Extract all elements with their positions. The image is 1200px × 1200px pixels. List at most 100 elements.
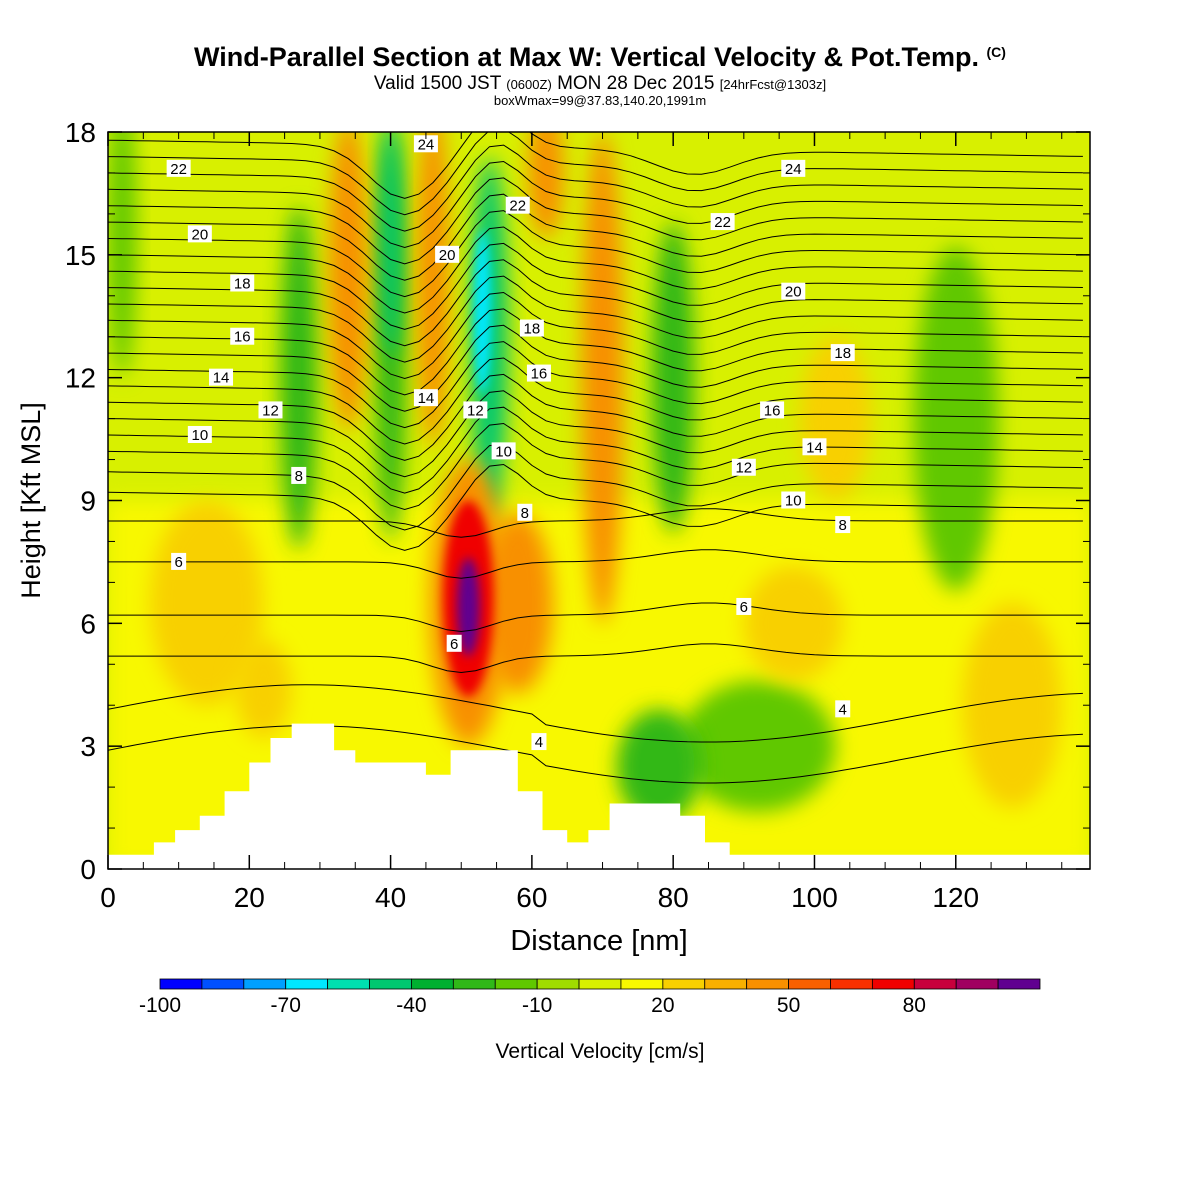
theta-label-text: 8	[521, 505, 529, 522]
plot-area: 22 20 18 16 14 12 10 8 6 24 22 20 18 16 14 12 10 8 6 4 24 22 2…	[108, 132, 1090, 869]
theta-contour	[108, 308, 1083, 396]
colorbar-swatch	[285, 978, 329, 990]
theta-label-bg	[731, 458, 756, 476]
theta-contour	[108, 549, 1083, 579]
colorbar-swatch	[536, 978, 580, 990]
theta-contour	[108, 160, 1083, 249]
theta-contour	[108, 132, 1083, 199]
theta-contour	[108, 602, 1083, 633]
theta-label: 22	[710, 213, 735, 231]
theta-label-text: 24	[785, 161, 802, 178]
chart-title: Wind-Parallel Section at Max W: Vertical…	[0, 42, 1200, 73]
theta-contour-low	[108, 725, 1083, 784]
colorbar-swatch	[411, 978, 454, 990]
theta-label-text: 12	[467, 402, 484, 419]
theta-label: 18	[230, 274, 255, 292]
theta-label-bg	[505, 196, 530, 214]
theta-label-text: 22	[714, 214, 731, 231]
theta-label-bg	[781, 491, 806, 509]
theta-label-bg	[760, 401, 785, 419]
theta-label-bg	[517, 503, 533, 521]
theta-label: 10	[781, 491, 806, 510]
x-tick-label: 100	[791, 882, 838, 913]
theta-contour	[108, 144, 1083, 232]
theta-label-text: 10	[785, 493, 802, 510]
theta-label: 20	[187, 225, 212, 243]
velocity-blob-pos-mid	[328, 132, 368, 431]
theta-label-text: 16	[234, 329, 251, 346]
theta-label-text: 6	[450, 636, 458, 653]
colorbar-tick-label: -40	[396, 994, 426, 1017]
theta-contour	[108, 406, 1083, 494]
theta-label-bg	[413, 389, 438, 407]
theta-label-bg	[531, 733, 547, 751]
theta-contour	[108, 177, 1083, 265]
theta-label-text: 16	[531, 366, 548, 383]
theta-label-text: 20	[439, 247, 456, 264]
chart-title-text: Wind-Parallel Section at Max W: Vertical…	[194, 42, 979, 72]
theta-label: 4	[835, 700, 851, 718]
theta-label-bg	[781, 282, 806, 300]
colorbar-swatch	[955, 978, 999, 990]
theta-label-bg	[166, 159, 191, 177]
theta-label: 18	[519, 319, 544, 338]
theta-label-bg	[835, 700, 851, 718]
colorbar-swatch	[871, 978, 915, 990]
utc-time: (0600Z)	[506, 77, 552, 92]
theta-label-bg	[802, 438, 827, 456]
colorbar-swatch	[452, 978, 496, 990]
colorbar-swatch	[578, 978, 622, 990]
x-tick-label: 120	[932, 882, 979, 913]
theta-contour	[108, 390, 1083, 478]
colorbar-swatch	[494, 978, 538, 990]
velocity-blob-pos-weak	[962, 602, 1062, 808]
theta-label: 12	[463, 401, 488, 419]
velocity-blob-pos-mid	[416, 132, 450, 448]
velocity-blob-pos-mid	[528, 132, 564, 239]
theta-label-text: 16	[764, 402, 781, 419]
theta-label-bg	[526, 364, 551, 382]
velocity-blob-neg-strong	[473, 230, 491, 395]
x-tick-label: 80	[658, 882, 689, 913]
theta-label-text: 22	[509, 198, 526, 215]
theta-label-text: 4	[535, 734, 543, 751]
theta-label-text: 18	[524, 321, 541, 338]
theta-label-text: 6	[174, 554, 182, 571]
theta-label-bg	[710, 213, 735, 231]
velocity-blob-neg-weak	[651, 222, 695, 534]
theta-label-text: 12	[735, 460, 752, 477]
theta-label-bg	[830, 344, 855, 362]
theta-label-bg	[446, 634, 462, 652]
theta-label-bg	[835, 516, 851, 534]
theta-label-text: 8	[839, 517, 847, 534]
colorbar-tick-label: -100	[139, 994, 181, 1017]
theta-contour	[108, 643, 1083, 674]
colorbar-swatch	[997, 978, 1041, 990]
theta-label: 8	[517, 503, 533, 522]
valid-time: Valid 1500 JST	[373, 73, 501, 94]
theta-label-bg	[491, 442, 516, 460]
velocity-blob-pos-weak	[743, 566, 843, 681]
theta-label: 24	[413, 135, 438, 153]
theta-contour	[108, 291, 1083, 380]
y-tick-label: 15	[65, 240, 96, 271]
terrain	[108, 723, 1090, 869]
theta-contour	[108, 210, 1083, 298]
colorbar-tick-label: 20	[651, 994, 674, 1017]
colorbar-tick-label: -70	[271, 994, 301, 1017]
colorbar-swatch	[243, 978, 287, 990]
theta-label-bg	[230, 327, 255, 345]
theta-label: 18	[830, 344, 855, 362]
colorbar-swatch	[201, 978, 245, 990]
theta-label-text: 22	[170, 161, 187, 178]
velocity-blob-pos-weak	[150, 500, 264, 706]
theta-label-bg	[291, 466, 307, 484]
y-tick-label: 18	[65, 117, 96, 148]
theta-contour	[108, 341, 1083, 429]
theta-label: 14	[413, 389, 438, 407]
theta-label: 10	[187, 425, 212, 444]
theta-label: 16	[230, 327, 255, 346]
theta-contour	[108, 324, 1083, 412]
theta-label-bg	[258, 401, 283, 419]
theta-contour	[108, 226, 1083, 314]
